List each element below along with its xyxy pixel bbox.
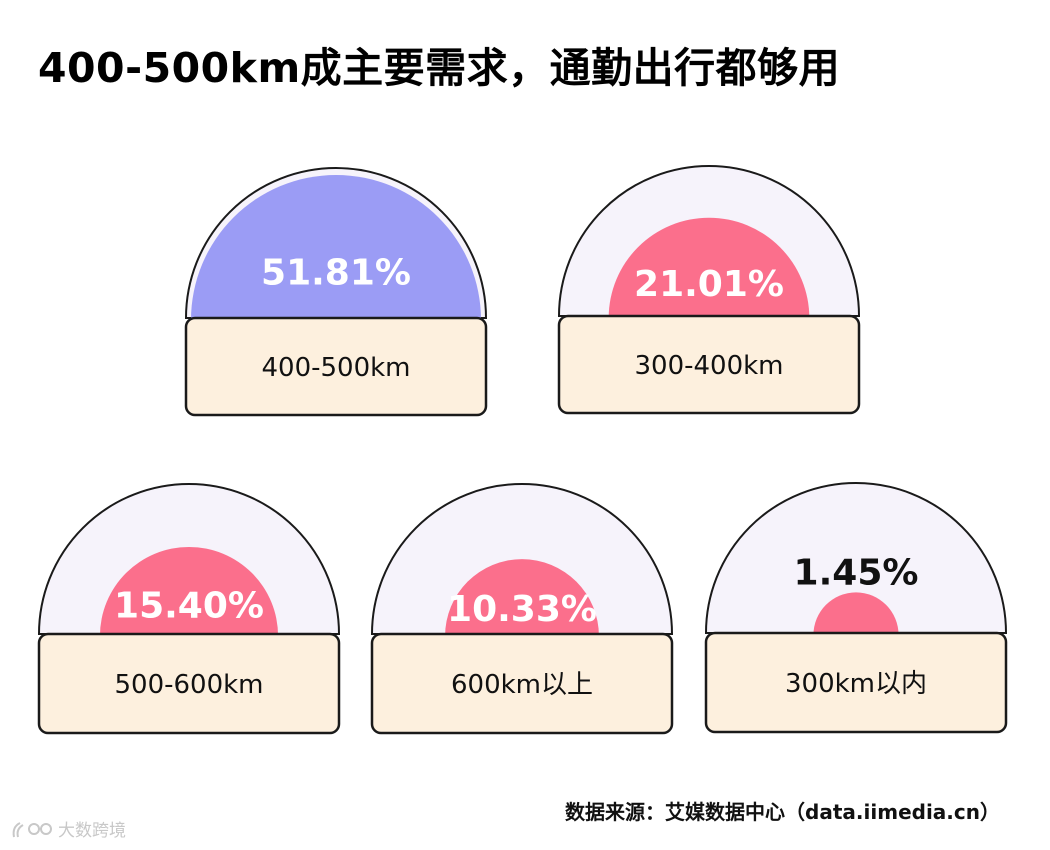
gauge-category-label: 300km以内 xyxy=(785,669,927,699)
gauge-2: 21.01% 300-400km xyxy=(557,165,861,415)
gauge-category-label: 600km以上 xyxy=(451,670,593,700)
gauge-value-fill xyxy=(99,546,279,636)
gauge-label-box xyxy=(37,632,341,735)
gauge-value-label: 51.81% xyxy=(261,253,411,294)
gauge-4: 10.33% 600km以上 xyxy=(370,483,674,735)
watermark-logo-icon xyxy=(12,821,52,837)
gauge-background xyxy=(704,482,1008,634)
gauge-label-box xyxy=(184,316,488,417)
chart-title: 400-500km成主要需求，通勤出行都够用 xyxy=(38,44,841,92)
gauge-category-label: 300-400km xyxy=(634,351,783,381)
gauge-3: 15.40% 500-600km xyxy=(37,483,341,735)
gauge-1: 51.81% 400-500km xyxy=(184,167,488,417)
gauge-label-box xyxy=(704,631,1008,734)
watermark: 大数跨境 xyxy=(10,816,126,841)
gauge-5: 1.45% 300km以内 xyxy=(704,482,1008,734)
gauge-value-fill xyxy=(445,559,599,636)
gauge-value-label: 15.40% xyxy=(114,585,264,626)
gauge-category-label: 500-600km xyxy=(114,670,263,700)
gauge-label-box xyxy=(370,632,674,735)
gauge-value-label: 10.33% xyxy=(447,589,597,630)
gauge-value-fill xyxy=(813,592,899,635)
gauge-value-fill xyxy=(191,175,481,320)
gauge-value-fill xyxy=(608,217,810,318)
source-note: 数据来源：艾媒数据中心（data.iimedia.cn） xyxy=(565,800,1000,824)
gauge-background xyxy=(370,483,674,635)
gauge-category-label: 400-500km xyxy=(261,353,410,383)
gauge-value-label: 1.45% xyxy=(794,552,919,593)
gauge-label-box xyxy=(557,314,861,415)
gauge-value-label: 21.01% xyxy=(634,264,784,305)
watermark-text: 大数跨境 xyxy=(58,821,126,841)
